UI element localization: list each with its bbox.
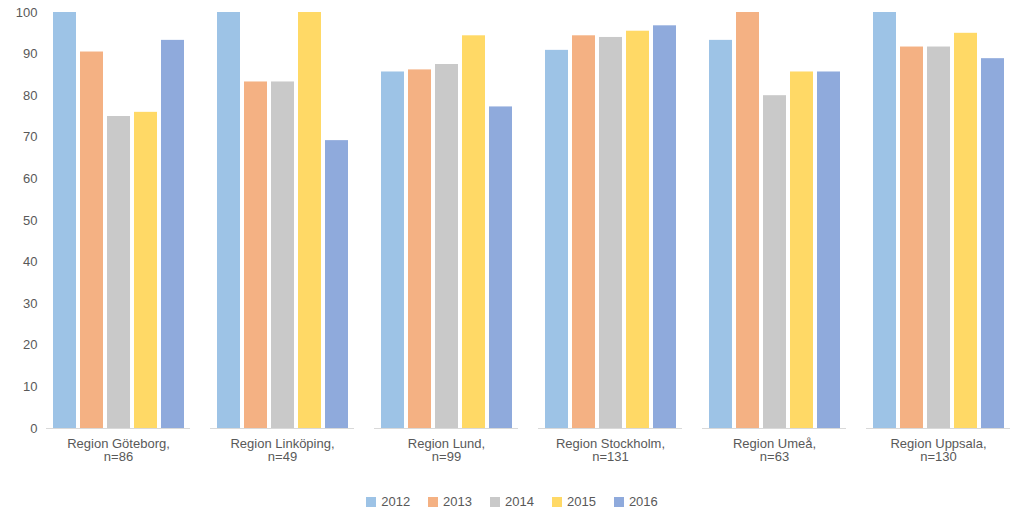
svg-text:100: 100 [16, 5, 38, 20]
html-text:2014: 2014 [505, 494, 534, 509]
svg-text:Region Linköping,n=49: Region Linköping,n=49 [230, 436, 334, 464]
svg-text:Region Stockholm,n=131: Region Stockholm,n=131 [556, 436, 665, 464]
svg-text:80: 80 [23, 88, 37, 103]
svg-text:Region Umeå,n=63: Region Umeå,n=63 [733, 436, 816, 464]
svg-text:Region Lund,n=99: Region Lund,n=99 [408, 436, 485, 464]
svg-text:0: 0 [30, 421, 37, 436]
svg-text:Region Göteborg,n=86: Region Göteborg,n=86 [67, 436, 170, 464]
svg-text:30: 30 [23, 296, 37, 311]
html-text:2012: 2012 [381, 494, 411, 509]
svg-text:10: 10 [23, 379, 37, 394]
html-text:2016: 2016 [628, 494, 658, 509]
html-text:2015: 2015 [567, 494, 596, 509]
svg-text:60: 60 [23, 171, 37, 186]
svg-text:50: 50 [23, 213, 37, 228]
svg-text:40: 40 [23, 254, 37, 269]
svg-text:Region Uppsala,n=130: Region Uppsala,n=130 [890, 436, 986, 464]
svg-text:90: 90 [23, 46, 37, 61]
html-text:2013: 2013 [443, 494, 472, 509]
svg-text:20: 20 [23, 337, 37, 352]
svg-text:70: 70 [23, 129, 37, 144]
